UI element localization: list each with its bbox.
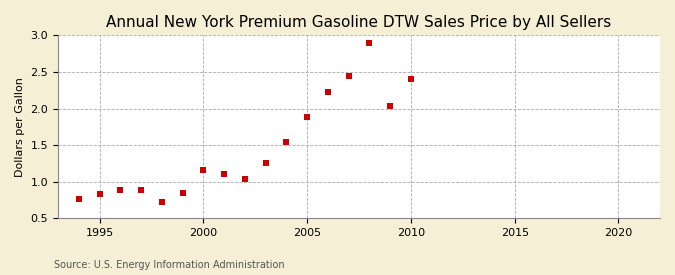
Point — [136, 188, 146, 193]
Point — [157, 200, 167, 204]
Point — [302, 114, 313, 119]
Point — [406, 77, 416, 81]
Point — [281, 140, 292, 144]
Point — [260, 161, 271, 166]
Point — [74, 196, 84, 201]
Point — [177, 191, 188, 196]
Point — [94, 192, 105, 196]
Point — [343, 74, 354, 79]
Point — [240, 177, 250, 182]
Y-axis label: Dollars per Gallon: Dollars per Gallon — [15, 77, 25, 177]
Point — [219, 172, 230, 177]
Point — [323, 90, 333, 95]
Text: Source: U.S. Energy Information Administration: Source: U.S. Energy Information Administ… — [54, 260, 285, 270]
Point — [385, 104, 396, 109]
Point — [198, 168, 209, 172]
Title: Annual New York Premium Gasoline DTW Sales Price by All Sellers: Annual New York Premium Gasoline DTW Sal… — [107, 15, 612, 30]
Point — [364, 41, 375, 46]
Point — [115, 188, 126, 193]
